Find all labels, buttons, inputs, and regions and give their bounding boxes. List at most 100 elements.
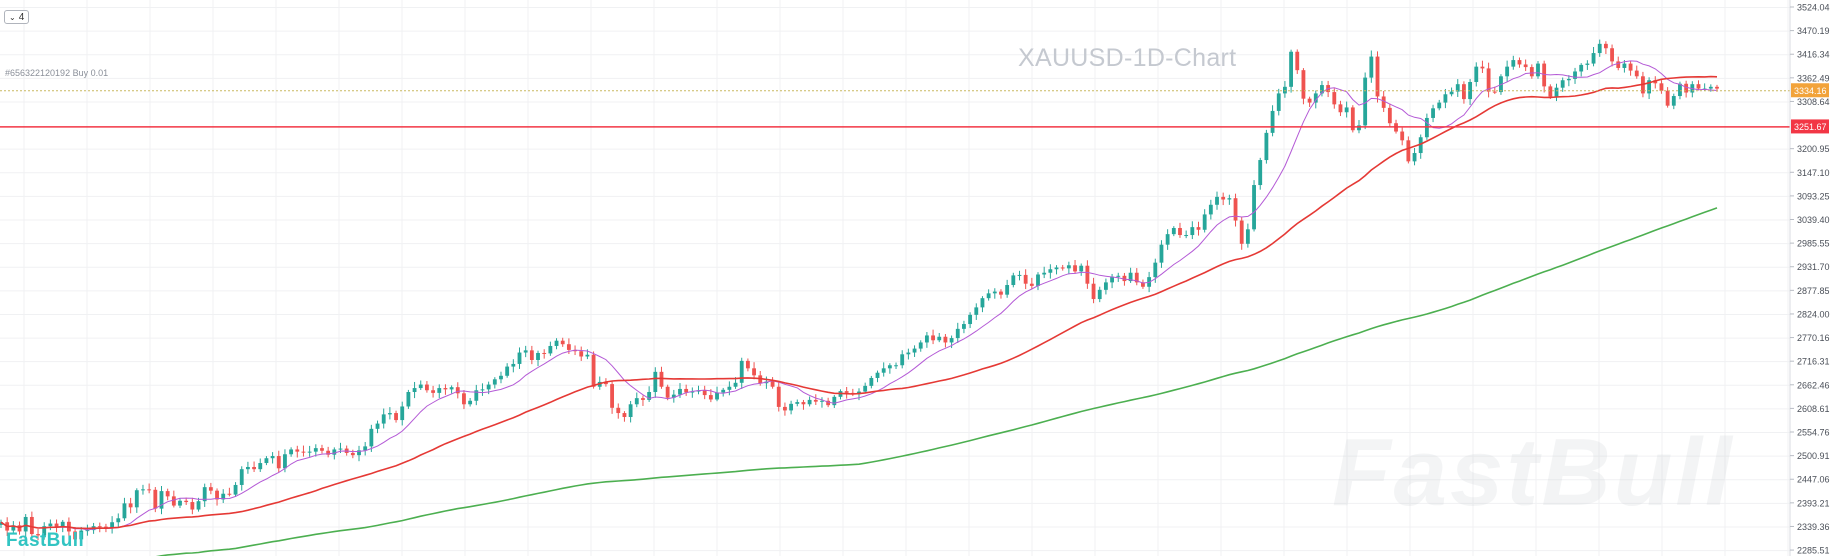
candle xyxy=(931,329,935,345)
price-tick-label: 2339.36 xyxy=(1797,522,1830,532)
candle xyxy=(727,381,732,396)
price-tick-label: 3416.34 xyxy=(1797,50,1830,60)
candle xyxy=(1085,260,1090,289)
candle xyxy=(813,394,818,405)
candle xyxy=(171,490,176,508)
candle xyxy=(1079,263,1084,276)
indicator-count: 4 xyxy=(18,11,25,23)
candle xyxy=(1375,51,1380,103)
candle xyxy=(387,407,392,420)
candle xyxy=(1023,269,1028,290)
candle xyxy=(906,348,911,360)
candle xyxy=(48,519,53,531)
candle xyxy=(437,384,442,399)
candle xyxy=(1579,63,1584,77)
candle xyxy=(1159,240,1164,268)
candle xyxy=(1684,80,1689,98)
collapse-indicators-button[interactable]: ⌄ 4 xyxy=(4,10,30,24)
candle xyxy=(1462,81,1466,104)
candle xyxy=(863,382,868,394)
candle xyxy=(752,362,756,380)
candle xyxy=(357,445,361,462)
candle xyxy=(1178,222,1182,238)
candle xyxy=(468,397,473,407)
candle xyxy=(715,386,719,402)
candle xyxy=(1005,279,1010,298)
candle xyxy=(1573,67,1577,84)
candle xyxy=(1529,64,1534,79)
candle xyxy=(832,395,837,408)
candle xyxy=(1215,191,1219,210)
price-tick-label: 2554.76 xyxy=(1797,428,1830,438)
candle xyxy=(745,358,750,372)
candle xyxy=(622,411,627,422)
candle xyxy=(894,362,898,370)
candle xyxy=(394,410,398,423)
candle xyxy=(1344,101,1349,118)
candle xyxy=(1634,65,1639,79)
candle xyxy=(1387,103,1392,127)
candle xyxy=(1245,223,1250,248)
candle xyxy=(999,289,1003,299)
ma-long-line xyxy=(155,207,1718,556)
candle xyxy=(178,498,182,509)
candle xyxy=(1418,134,1423,159)
candle xyxy=(560,337,565,347)
price-tick-label: 3039.40 xyxy=(1797,215,1830,225)
candle xyxy=(1307,96,1312,107)
candle xyxy=(579,346,584,361)
candle xyxy=(480,383,485,396)
candle xyxy=(141,484,145,495)
candle xyxy=(850,388,855,397)
candle xyxy=(1264,129,1269,164)
candle xyxy=(455,382,460,399)
candle xyxy=(962,320,966,334)
candle xyxy=(1054,265,1059,275)
candle xyxy=(912,345,917,357)
price-tick-label: 2393.21 xyxy=(1797,498,1830,508)
candle xyxy=(1042,266,1047,279)
candle xyxy=(684,384,689,396)
candle xyxy=(943,334,948,348)
candle xyxy=(1350,105,1355,133)
candle xyxy=(955,322,960,343)
candle xyxy=(320,444,324,454)
candle xyxy=(1412,148,1417,166)
candle xyxy=(1233,193,1238,227)
candle xyxy=(776,381,781,412)
candles xyxy=(0,39,1719,545)
candle xyxy=(554,338,559,350)
candle xyxy=(1486,62,1491,98)
price-tick-label: 2985.55 xyxy=(1797,239,1830,249)
order-line-label[interactable]: #656322120192 Buy 0.01 xyxy=(5,68,109,78)
candle xyxy=(1474,62,1479,87)
candle xyxy=(887,363,892,374)
candle xyxy=(1184,230,1189,239)
candle xyxy=(1060,264,1065,271)
fastbull-watermark: FastBull xyxy=(1332,419,1735,526)
candle xyxy=(233,482,238,497)
price-tick-label: 2770.16 xyxy=(1797,333,1830,343)
candle xyxy=(900,350,905,369)
candle xyxy=(1511,55,1516,70)
candle xyxy=(548,341,553,356)
candle xyxy=(264,456,269,466)
candle xyxy=(628,400,633,423)
candle xyxy=(252,461,256,472)
price-tick-label: 3093.25 xyxy=(1797,191,1830,201)
candle xyxy=(610,381,615,414)
candle xyxy=(1468,79,1473,105)
price-axis[interactable]: 3524.04 3470.19 3416.34 3362.49 3308.64 3200.… xyxy=(1789,0,1830,556)
candle xyxy=(770,377,775,389)
candle xyxy=(523,345,528,358)
svg-text:3251.67: 3251.67 xyxy=(1794,122,1827,132)
candle xyxy=(29,511,34,537)
svg-text:3334.16: 3334.16 xyxy=(1794,86,1827,96)
order-price-badge: 3334.16 xyxy=(1791,83,1829,98)
candle xyxy=(1406,136,1411,164)
price-tick-label: 2824.00 xyxy=(1797,309,1830,319)
candle xyxy=(1492,86,1497,95)
candle xyxy=(1252,180,1256,232)
